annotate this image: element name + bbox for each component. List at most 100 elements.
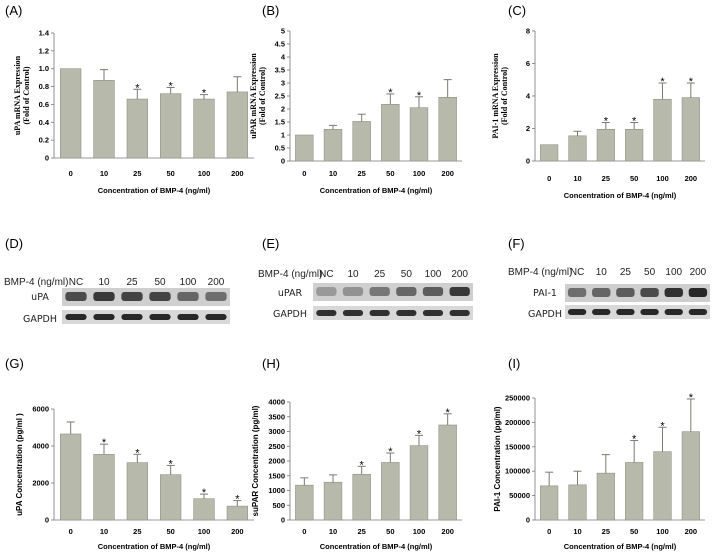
blot-band-gapdh: [396, 310, 417, 316]
bar: [625, 129, 644, 162]
significance-star: *: [235, 494, 240, 506]
significance-star: *: [660, 420, 665, 432]
bar: [160, 474, 182, 521]
panel-label-b: (B): [262, 3, 279, 18]
x-category-label: 50: [386, 169, 394, 178]
significance-star: *: [102, 437, 107, 449]
y-tick-label: 150000: [505, 442, 530, 451]
y-tick-label: 100000: [505, 467, 530, 476]
y-tick-label: 2000: [32, 479, 49, 488]
blot-band-gapdh: [149, 314, 171, 320]
x-category-label: 50: [386, 527, 394, 536]
blot-band-target: [422, 287, 444, 296]
significance-star: *: [417, 428, 422, 440]
blot-lane-label: 50: [154, 277, 166, 288]
x-category-label: 200: [685, 174, 698, 183]
bar: [160, 93, 182, 159]
y-tick-label: 5: [281, 27, 285, 36]
bar: [438, 97, 457, 162]
blot-band-gapdh: [177, 314, 199, 320]
significance-star: *: [388, 87, 393, 99]
x-axis-title: Concentration of BMP-4 (ng/ml): [320, 542, 433, 551]
x-category-label: 25: [357, 169, 365, 178]
y-tick-label: 0.8: [39, 82, 49, 91]
blot-band-target: [449, 287, 470, 296]
blot-lane-label: 25: [620, 267, 632, 278]
blot-lane-label: NC: [319, 269, 333, 280]
significance-star: *: [689, 76, 694, 88]
x-axis-title: Concentration of BMP-4 (ng/ml): [564, 542, 677, 551]
x-category-label: 50: [166, 527, 174, 536]
x-axis-title: Concentration of BMP-4 (ng/ml): [320, 186, 433, 195]
chart-h-supar-concentration: 0 500 1000 1500 2000 2500 3000 3500 4000 0 10 * 25 * 5…: [251, 398, 462, 551]
blot-lane-label: 200: [208, 277, 225, 288]
blot-header-label: BMP-4 (ng/ml): [258, 269, 322, 280]
chart-i-pai1-concentration: 0 50000 100000 150000 200000 250000 0 10 25 * 50 * 1…: [493, 392, 705, 551]
y-tick-label: 0: [526, 157, 530, 166]
y-tick-label: 0: [526, 516, 530, 525]
significance-star: *: [135, 447, 140, 459]
x-category-label: 100: [413, 527, 426, 536]
y-tick-label: 2500: [268, 442, 285, 451]
y-axis-title: PAI-1 Concentration (pg/ml): [493, 406, 502, 512]
panel-label-e: (E): [262, 236, 279, 251]
panel-label-d: (D): [5, 236, 23, 251]
significance-star: *: [169, 458, 174, 470]
y-tick-label: 1.0: [39, 64, 49, 73]
blot-d-upa: BMP-4 (ng/ml) NC 10 25 50 100 200 uPA GAPDH: [4, 277, 230, 325]
blot-band-gapdh: [121, 314, 143, 320]
y-tick-label: 250000: [505, 394, 530, 403]
y-tick-label: 200000: [505, 418, 530, 427]
x-category-label: 200: [685, 527, 698, 536]
blot-band-gapdh: [640, 309, 659, 315]
panel-label-c: (C): [508, 3, 526, 18]
blot-lane-label: 50: [644, 267, 656, 278]
significance-star: *: [632, 115, 637, 127]
bar: [352, 121, 371, 162]
blot-row-label-target: uPAR: [278, 288, 303, 299]
y-tick-label: 2: [526, 124, 530, 133]
significance-star: *: [604, 115, 609, 127]
significance-star: *: [632, 433, 637, 445]
blot-lane-label: 10: [98, 277, 110, 288]
significance-star: *: [202, 88, 207, 100]
x-category-label: 100: [656, 174, 669, 183]
y-axis-title: PAI-1 mRNA Expression(Fold of Control): [491, 53, 509, 139]
blot-lane-label: 200: [690, 267, 707, 278]
y-tick-label: 0: [45, 154, 49, 163]
y-axis-title: uPA mRNA Expression(Fold of Control): [13, 55, 31, 135]
y-tick-label: 3: [281, 79, 285, 88]
y-tick-label: 2000: [268, 457, 285, 466]
y-tick-label: 0.6: [39, 100, 49, 109]
x-category-label: 0: [69, 169, 73, 178]
blot-band-target: [369, 287, 390, 296]
blot-row-label-target: uPA: [31, 292, 49, 303]
y-axis-title: suPAR Concentration (pg/ml): [251, 405, 260, 516]
y-tick-label: 4: [281, 53, 286, 62]
significance-star: *: [417, 90, 422, 102]
bar: [93, 80, 115, 159]
blot-band-target: [149, 292, 171, 301]
y-tick-label: 0.5: [275, 144, 285, 153]
x-category-label: 100: [198, 527, 211, 536]
significance-star: *: [660, 76, 665, 88]
bar: [568, 484, 587, 521]
blot-band-gapdh: [342, 310, 364, 316]
y-tick-label: 4000: [32, 442, 49, 451]
blot-band-gapdh: [422, 310, 444, 316]
blot-band-target: [396, 287, 417, 296]
x-category-label: 0: [302, 527, 306, 536]
y-tick-label: 1: [281, 131, 285, 140]
x-category-label: 200: [231, 527, 244, 536]
x-axis-title: Concentration of BMP-4 (ng/ml): [564, 191, 677, 200]
x-category-label: 200: [231, 169, 244, 178]
blot-band-gapdh: [205, 314, 227, 320]
blot-band-target: [342, 287, 364, 296]
bar: [323, 481, 343, 521]
blot-lane-label: 10: [596, 267, 608, 278]
x-category-label: 25: [357, 527, 365, 536]
blot-band-gapdh: [93, 314, 115, 320]
blot-band-gapdh: [449, 310, 470, 316]
y-tick-label: 0.4: [39, 118, 50, 127]
